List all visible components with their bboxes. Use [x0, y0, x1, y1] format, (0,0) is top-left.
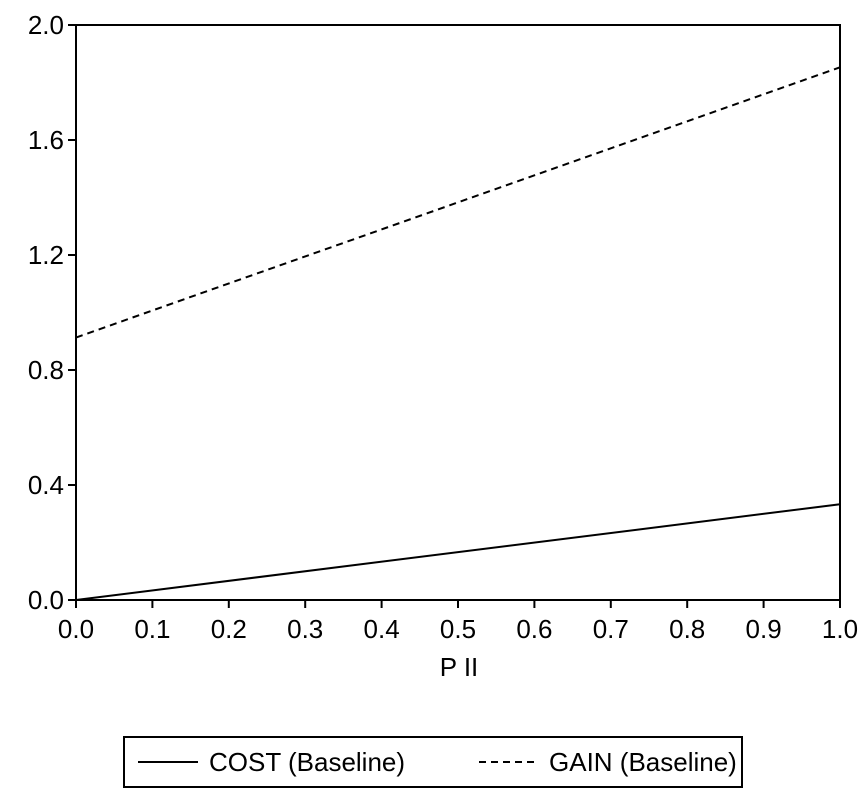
legend-label-gain: GAIN (Baseline)	[549, 747, 737, 777]
legend-box	[123, 736, 743, 788]
legend: COST (Baseline) GAIN (Baseline)	[123, 736, 743, 788]
x-tick-label: 0.6	[516, 614, 552, 644]
y-tick-label: 0.8	[28, 355, 64, 385]
x-tick-label: 0.5	[440, 614, 476, 644]
x-tick-label: 0.7	[593, 614, 629, 644]
series-layer	[75, 66, 841, 601]
y-tick-label: 2.0	[28, 10, 64, 40]
y-tick-label: 0.0	[28, 585, 64, 615]
legend-label-cost: COST (Baseline)	[209, 747, 405, 777]
x-tick-label: 0.4	[364, 614, 400, 644]
x-axis-title: P II	[440, 652, 479, 682]
x-axis-ticks: 0.0 0.1 0.2 0.3 0.4 0.5 0.6 0.7 0.8 0.9 1.0	[58, 600, 858, 644]
series-line-gain	[75, 66, 841, 339]
y-axis-ticks: 0.0 0.4 0.8 1.2 1.6 2.0	[28, 10, 76, 615]
y-tick-label: 1.6	[28, 125, 64, 155]
plot-frame	[75, 24, 841, 601]
x-tick-label: 0.1	[134, 614, 170, 644]
series-line-cost	[75, 503, 841, 601]
x-tick-label: 0.9	[746, 614, 782, 644]
y-tick-label: 1.2	[28, 240, 64, 270]
x-tick-label: 0.8	[669, 614, 705, 644]
x-tick-label: 1.0	[822, 614, 858, 644]
x-tick-label: 0.0	[58, 614, 94, 644]
x-tick-label: 0.2	[211, 614, 247, 644]
y-tick-label: 0.4	[28, 470, 64, 500]
x-tick-label: 0.3	[287, 614, 323, 644]
